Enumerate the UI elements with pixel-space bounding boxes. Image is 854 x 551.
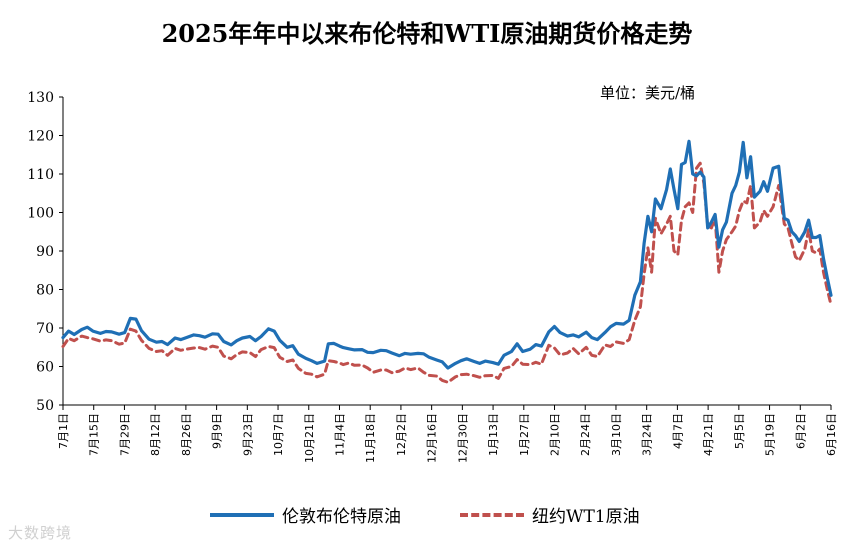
x-tick-label: 12月2日 [395,413,408,456]
x-tick-label: 9月9日 [211,413,224,449]
watermark-logo: 大数跨境 [8,524,73,542]
chart-axes: 50 60 70 80 90 100 110 120 130 7月1日 7月15日 7月29日 8月12… [27,90,838,463]
x-tick-label: 9月23日 [241,413,254,456]
y-tick-label: 130 [27,90,54,106]
x-tick-label: 3月24日 [641,413,654,456]
y-tick-label: 90 [36,244,54,260]
x-tick-label: 1月13日 [487,413,500,456]
y-tick-label: 50 [36,398,54,414]
legend-item-brent: 伦敦布伦特原油 [210,502,401,527]
series-line-wti [61,161,833,384]
x-tick-label: 4月21日 [702,413,715,456]
legend-item-wti: 纽约WT1原油 [460,502,640,527]
y-tick-label: 110 [27,167,54,183]
x-tick-label: 11月18日 [364,413,377,463]
unit-note: 单位：美元/桶 [600,84,696,102]
x-tick-label: 5月19日 [764,413,777,456]
y-tick-label: 100 [27,206,54,222]
x-tick-label: 3月10日 [610,413,623,456]
x-tick-label: 6月16日 [825,413,838,456]
y-tick-label: 70 [36,321,54,337]
legend-swatch-brent [210,512,274,517]
x-tick-label: 5月5日 [733,413,746,449]
x-tick-label: 7月1日 [57,413,70,449]
x-tick-label: 2月24日 [579,413,592,456]
x-tick-label: 8月26日 [180,413,193,456]
x-tick-label: 12月16日 [426,413,439,463]
x-tick-label: 6月2日 [794,413,807,449]
chart-legend: 伦敦布伦特原油 纽约WT1原油 [210,502,710,528]
chart-title: 2025年年中以来布伦特和WTI原油期货价格走势 [161,19,693,48]
x-tick-label: 1月27日 [518,413,531,456]
x-tick-label: 10月21日 [303,413,316,463]
x-tick-label: 10月7日 [272,413,285,456]
y-tick-label: 60 [36,360,54,376]
x-tick-label: 4月7日 [671,413,684,449]
price-line-chart: 50 60 70 80 90 100 110 120 130 7月1日 7月15日 7月29日 8月12… [27,90,838,463]
legend-swatch-wti [460,512,524,517]
x-tick-label: 11月4日 [333,413,346,456]
y-tick-label: 80 [36,283,54,299]
series-line-brent [61,139,833,370]
x-tick-label: 7月29日 [118,413,131,456]
x-tick-label: 2月10日 [549,413,562,456]
x-tick-label: 12月30日 [456,413,469,463]
chart-series [61,139,833,384]
legend-label-wti: 纽约WT1原油 [532,507,640,527]
x-tick-label: 7月15日 [88,413,101,456]
legend-label-brent: 伦敦布伦特原油 [282,507,401,527]
y-tick-label: 120 [27,129,54,145]
x-tick-label: 8月12日 [149,413,162,456]
